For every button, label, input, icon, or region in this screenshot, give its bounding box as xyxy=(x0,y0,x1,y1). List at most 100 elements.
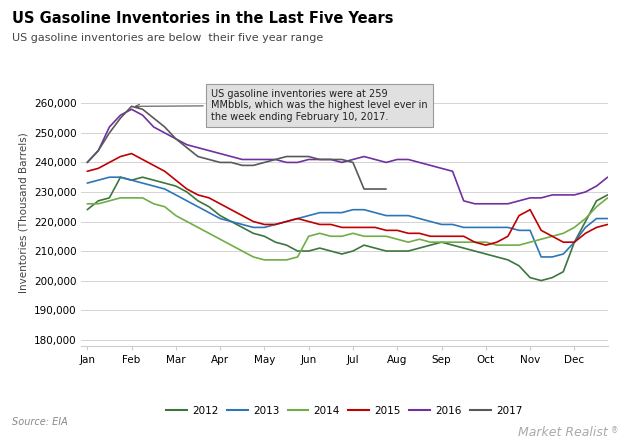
2014 xyxy=(183,219,190,224)
2014 xyxy=(139,195,146,201)
2012 xyxy=(239,225,246,230)
2013 xyxy=(560,251,567,256)
2015 xyxy=(183,187,190,192)
2012 xyxy=(604,192,611,198)
2014 xyxy=(250,254,257,260)
2014 xyxy=(415,237,423,242)
2014 xyxy=(593,204,600,210)
2016 xyxy=(405,157,412,162)
2016 xyxy=(383,160,390,165)
2015 xyxy=(283,219,290,224)
2012 xyxy=(139,175,146,180)
2012 xyxy=(560,269,567,274)
2017 xyxy=(283,154,290,159)
2016 xyxy=(394,157,401,162)
2014 xyxy=(504,242,511,248)
2016 xyxy=(549,192,556,198)
2016 xyxy=(338,160,345,165)
2014 xyxy=(460,240,467,245)
2012 xyxy=(482,251,490,256)
2013 xyxy=(260,225,268,230)
2013 xyxy=(305,213,312,218)
Text: US gasoline inventories were at 259
MMbbls, which was the highest level ever in
: US gasoline inventories were at 259 MMbb… xyxy=(136,89,428,122)
2012 xyxy=(515,263,523,268)
2012 xyxy=(349,249,356,254)
2013 xyxy=(570,240,578,245)
Line: 2017: 2017 xyxy=(87,106,386,189)
2012 xyxy=(117,175,124,180)
2015 xyxy=(205,195,213,201)
2015 xyxy=(260,222,268,227)
2013 xyxy=(349,207,356,212)
2016 xyxy=(305,157,312,162)
2016 xyxy=(371,157,379,162)
2016 xyxy=(272,157,279,162)
2015 xyxy=(427,233,434,239)
2014 xyxy=(272,257,279,263)
2015 xyxy=(460,233,467,239)
2013 xyxy=(128,178,135,183)
2014 xyxy=(405,240,412,245)
2016 xyxy=(327,157,335,162)
2012 xyxy=(161,180,169,186)
2015 xyxy=(128,151,135,156)
2014 xyxy=(471,240,479,245)
2016 xyxy=(604,175,611,180)
2014 xyxy=(327,233,335,239)
2016 xyxy=(128,107,135,112)
2012 xyxy=(172,183,180,189)
2015 xyxy=(172,178,180,183)
2017 xyxy=(360,187,368,192)
2013 xyxy=(493,225,500,230)
2012 xyxy=(526,275,534,280)
2014 xyxy=(560,231,567,236)
2016 xyxy=(526,195,534,201)
2014 xyxy=(216,237,224,242)
2012 xyxy=(570,240,578,245)
2015 xyxy=(117,154,124,159)
2015 xyxy=(294,216,301,221)
2016 xyxy=(172,136,180,141)
2012 xyxy=(84,207,91,212)
2016 xyxy=(515,198,523,203)
2016 xyxy=(460,198,467,203)
2014 xyxy=(239,249,246,254)
2015 xyxy=(560,240,567,245)
2017 xyxy=(128,104,135,109)
2012 xyxy=(371,245,379,251)
2016 xyxy=(228,154,235,159)
2016 xyxy=(582,189,589,194)
2013 xyxy=(205,210,213,215)
Text: Market Realist: Market Realist xyxy=(518,426,608,439)
2015 xyxy=(239,213,246,218)
2013 xyxy=(383,213,390,218)
2013 xyxy=(504,225,511,230)
2016 xyxy=(239,157,246,162)
2013 xyxy=(593,216,600,221)
2013 xyxy=(294,216,301,221)
2016 xyxy=(95,148,102,153)
2014 xyxy=(338,233,345,239)
2017 xyxy=(316,157,324,162)
2012 xyxy=(538,278,545,283)
2013 xyxy=(427,219,434,224)
2016 xyxy=(538,195,545,201)
2017 xyxy=(349,160,356,165)
2013 xyxy=(150,183,157,189)
2015 xyxy=(250,219,257,224)
2015 xyxy=(538,228,545,233)
2015 xyxy=(161,169,169,174)
2012 xyxy=(327,249,335,254)
2016 xyxy=(161,130,169,136)
Text: US Gasoline Inventories in the Last Five Years: US Gasoline Inventories in the Last Five… xyxy=(12,11,394,26)
2014 xyxy=(305,233,312,239)
2017 xyxy=(95,148,102,153)
2013 xyxy=(405,213,412,218)
2013 xyxy=(394,213,401,218)
2014 xyxy=(438,240,445,245)
2012 xyxy=(504,257,511,263)
2012 xyxy=(405,249,412,254)
2012 xyxy=(216,213,224,218)
2015 xyxy=(549,233,556,239)
2017 xyxy=(371,187,379,192)
